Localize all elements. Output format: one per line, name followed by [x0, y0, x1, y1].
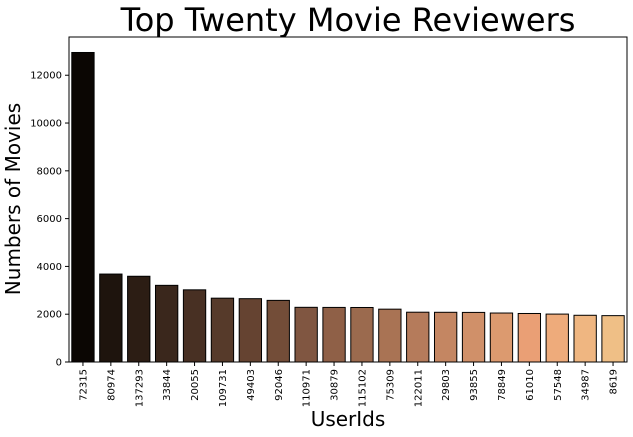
y-tick-label: 10000 — [30, 119, 62, 130]
x-tick-label: 33844 — [162, 369, 173, 401]
bar-57548 — [545, 313, 569, 363]
y-tick-label: 4000 — [37, 262, 62, 273]
bar-34987 — [573, 314, 597, 363]
x-tick-label: 109731 — [218, 369, 229, 407]
bar-115102 — [350, 306, 374, 363]
x-tick-label: 20055 — [190, 369, 201, 401]
x-tick-label: 34987 — [581, 369, 592, 401]
bar-110971 — [294, 306, 318, 363]
bar-137293 — [127, 275, 151, 363]
x-tick-label: 93855 — [469, 369, 480, 401]
bar-33844 — [154, 284, 179, 363]
bar-78849 — [489, 312, 514, 363]
x-tick-label: 110971 — [302, 369, 313, 407]
bar-109731 — [210, 297, 235, 363]
x-tick-label: 30879 — [330, 369, 341, 401]
bar-29803 — [433, 311, 458, 363]
x-tick-label: 80974 — [106, 369, 117, 401]
x-tick-label: 122011 — [413, 369, 424, 407]
y-axis-title: Numbers of Movies — [1, 103, 25, 295]
y-tick-label: 0 — [56, 358, 62, 369]
bar-75309 — [378, 308, 402, 363]
x-tick-label: 75309 — [385, 369, 396, 401]
bar-49403 — [238, 298, 263, 363]
plot-frame — [68, 36, 628, 363]
bar-80974 — [99, 273, 123, 363]
x-tick-label: 92046 — [274, 369, 285, 401]
y-tick-label: 12000 — [30, 71, 62, 82]
x-tick-label: 57548 — [553, 369, 564, 401]
x-tick-label: 8619 — [609, 369, 620, 394]
y-axis: 0 2000 4000 6000 8000 10000 12000 — [30, 71, 69, 369]
y-tick-label: 8000 — [37, 166, 62, 177]
bar-92046 — [266, 299, 290, 363]
bar-122011 — [406, 311, 430, 363]
x-tick-label: 29803 — [441, 369, 452, 401]
x-axis-title: UserIds — [311, 407, 386, 431]
x-tick-label: 72315 — [78, 369, 89, 401]
bar-93855 — [461, 311, 486, 363]
x-tick-label: 61010 — [525, 369, 536, 401]
x-tick-label: 115102 — [357, 369, 368, 407]
bar-30879 — [322, 306, 346, 363]
x-tick-label: 49403 — [246, 369, 257, 401]
x-tick-label: 78849 — [497, 369, 508, 401]
y-tick-label: 6000 — [37, 214, 62, 225]
bar-72315 — [71, 51, 95, 363]
x-axis: 72315 80974 137293 33844 20055 109731 49403 920… — [78, 362, 620, 407]
chart-title: Top Twenty Movie Reviewers — [120, 1, 576, 39]
bar-20055 — [182, 289, 207, 363]
bar-61010 — [517, 312, 542, 363]
bar-8619 — [601, 315, 625, 363]
y-tick-label: 2000 — [37, 310, 62, 321]
x-tick-label: 137293 — [134, 369, 145, 407]
bars-group — [71, 51, 625, 363]
